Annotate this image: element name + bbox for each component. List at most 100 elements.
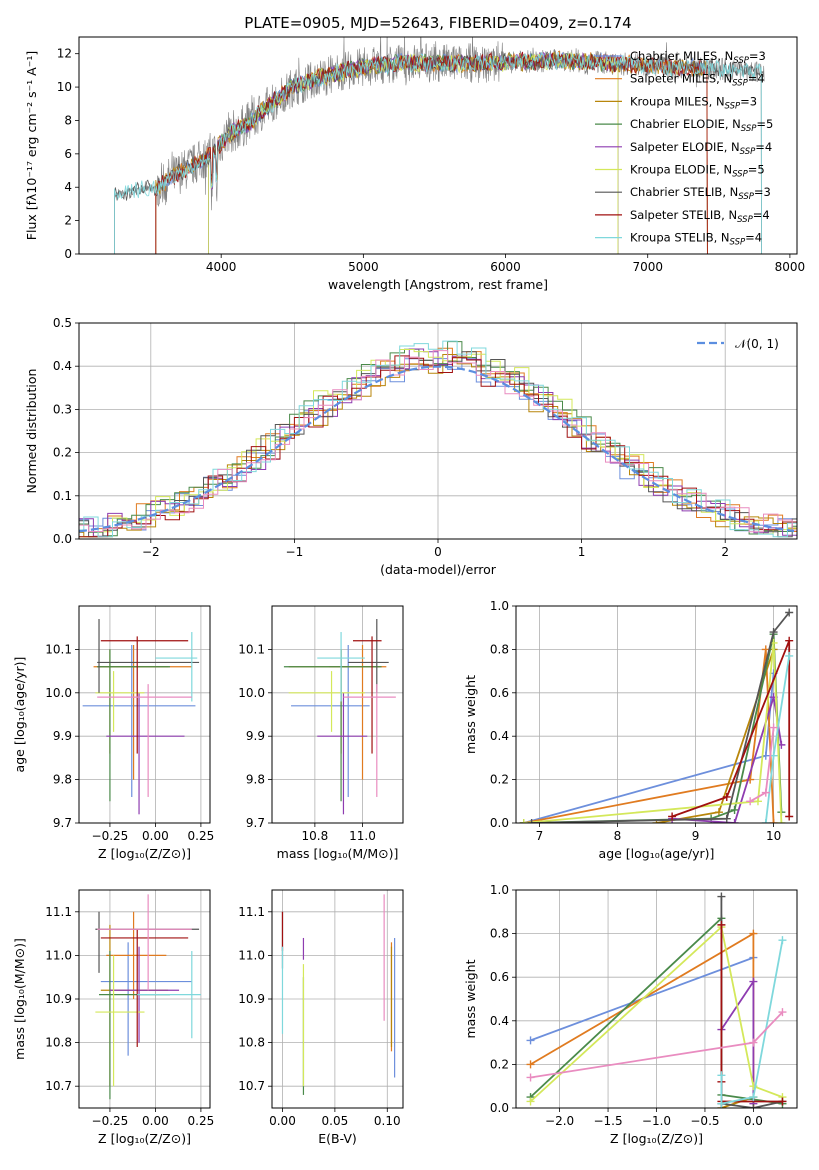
- legend-label-rest: =4: [755, 140, 772, 154]
- series-marker-salpeter_stelib: [785, 812, 794, 821]
- y-tick-label: 11.0: [45, 948, 72, 962]
- x-tick-label: 2: [721, 545, 729, 559]
- series-marker-salpeter_stelib: [717, 920, 726, 929]
- x-tick-label: −1: [286, 545, 304, 559]
- axes-frame: [515, 605, 798, 824]
- y-tick-label: 0.0: [490, 1101, 509, 1115]
- series-marker-salpeter_elodie: [749, 977, 758, 986]
- x-tick-label: 4000: [206, 260, 237, 274]
- legend-label-rest: =4: [745, 231, 762, 245]
- model-spectrum-chabrier_miles: [155, 51, 708, 254]
- subscript: SSP: [732, 79, 748, 89]
- y-tick-label: 6: [64, 147, 72, 161]
- series-marker-pink: [769, 723, 778, 732]
- series-marker-kroupa_stelib: [761, 819, 770, 823]
- y-tick-label: 11.1: [238, 905, 265, 919]
- legend-label: Chabrier ELODIE, NSSP=5: [630, 117, 773, 134]
- subscript: SSP: [740, 147, 756, 157]
- y-tick-label: 10.0: [45, 686, 72, 700]
- panel-age-vs-mass: 10.8 11.0 9.7 9.8 9.9 10.0 10.1 mass [log₁₀(M/M…: [238, 605, 404, 861]
- y-tick-label: 9.8: [53, 773, 72, 787]
- y-tick-label: 9.7: [53, 816, 72, 830]
- plot-area: [281, 894, 396, 1095]
- y-tick-label: 0.6: [490, 686, 509, 700]
- series-marker-chabrier_stelib: [785, 608, 794, 617]
- legend-label: Kroupa STELIB, NSSP=4: [630, 231, 762, 248]
- series-marker-chabrier_miles: [526, 1036, 535, 1045]
- subscript: SSP: [730, 238, 746, 248]
- series-marker-salpeter_elodie: [730, 819, 739, 823]
- x-tick-label: 0.00: [142, 1114, 169, 1128]
- histogram-kroupa_elodie: [79, 349, 797, 538]
- histogram-chabrier_elodie: [79, 341, 797, 537]
- legend-label: Salpeter ELODIE, NSSP=4: [630, 140, 772, 157]
- y-tick-label: 9.7: [246, 816, 265, 830]
- y-tick-label: 12: [57, 47, 72, 61]
- histogram-kroupa_stelib: [79, 340, 797, 538]
- x-tick-label: 8000: [775, 260, 806, 274]
- y-tick-label: 0.4: [490, 1014, 509, 1028]
- y-tick-label: 9.9: [53, 729, 72, 743]
- y-tick-label: 0.2: [490, 1057, 509, 1071]
- y-tick-label: 10: [57, 80, 72, 94]
- x-axis-label: wavelength [Angstrom, rest frame]: [328, 277, 548, 292]
- subscript: SSP: [725, 101, 741, 111]
- axes-frame: [271, 605, 404, 824]
- y-tick-label: 10.9: [45, 992, 72, 1006]
- y-tick-label: 8: [64, 113, 72, 127]
- subscript: SSP: [737, 215, 753, 225]
- x-tick-label: 6000: [490, 260, 521, 274]
- panel-spectrum: 4000 5000 6000 7000 8000 0 2 4 6 8 10 12 wavelength …: [24, 36, 806, 292]
- x-tick-label: 11.0: [349, 829, 376, 843]
- y-tick-label: 0.0: [53, 532, 72, 546]
- x-axis-label: Z [log₁₀(Z/Z⊙)]: [610, 1131, 703, 1146]
- panel-residuals: −2 −1 0 1 2 0.0 0.1 0.2 0.3 0.4 0.5 (data-model)/er…: [24, 316, 798, 577]
- panel-mass-vs-metallicity: −0.25 0.00 0.25 10.7 10.8 10.9 11.0 11.1 Z [log₁…: [12, 889, 214, 1146]
- x-tick-label: 0.00: [269, 1114, 296, 1128]
- series-marker-salpeter_miles: [526, 1060, 535, 1069]
- y-tick-label: 1.0: [490, 599, 509, 613]
- series-marker-kroupa_elodie: [526, 1097, 535, 1106]
- x-tick-label: 0.00: [142, 829, 169, 843]
- series-marker-kroupa_stelib: [717, 1099, 726, 1108]
- x-axis-label: (data-model)/error: [380, 562, 497, 577]
- series-marker-chabrier_stelib: [527, 819, 536, 823]
- legend-label: Salpeter MILES, NSSP=4: [630, 72, 765, 89]
- series-marker-pink: [746, 797, 755, 806]
- legend-label: Salpeter STELIB, NSSP=4: [630, 208, 770, 225]
- x-tick-label: −1.0: [642, 1114, 671, 1128]
- histogram-pink: [79, 350, 797, 533]
- x-axis-label: Z [log₁₀(Z/Z⊙)]: [98, 1131, 191, 1146]
- series-marker-salpeter_stelib: [785, 636, 794, 645]
- y-tick-label: 10.7: [45, 1079, 72, 1093]
- y-tick-label: 10.8: [238, 1036, 265, 1050]
- legend-label: Chabrier STELIB, NSSP=3: [630, 185, 771, 202]
- series-marker-kroupa_stelib: [717, 1071, 726, 1080]
- series-marker-kroupa_elodie: [753, 797, 762, 806]
- legend: Chabrier MILES, NSSP=3 Salpeter MILES, NS…: [595, 49, 773, 248]
- series-marker-kroupa_stelib: [749, 1093, 758, 1102]
- y-tick-label: 0.8: [490, 642, 509, 656]
- legend-label-rest: =4: [748, 72, 765, 86]
- y-tick-label: 11.0: [238, 948, 265, 962]
- axes-frame: [78, 605, 211, 824]
- y-tick-label: 10.9: [238, 992, 265, 1006]
- y-axis-label: age [log₁₀(age/yr)]: [12, 657, 27, 773]
- model-spectrum-chabrier_elodie: [208, 53, 619, 254]
- histogram-kroupa_miles: [79, 354, 797, 538]
- subscript: SSP: [741, 124, 757, 134]
- series-marker-kroupa_stelib: [785, 651, 794, 660]
- x-tick-label: −0.25: [92, 829, 129, 843]
- legend-label-rest: =3: [754, 185, 771, 199]
- series-marker-chabrier_stelib: [717, 892, 726, 901]
- legend-label: Chabrier MILES, NSSP=3: [630, 49, 766, 66]
- legend-label-rest: =3: [749, 49, 766, 63]
- x-tick-label: 0.25: [188, 829, 215, 843]
- y-tick-label: 0.5: [53, 316, 72, 330]
- series-marker-salpeter_miles: [769, 819, 778, 823]
- legend-label-rest: =4: [753, 208, 770, 222]
- x-axis-label: age [log₁₀(age/yr)]: [599, 846, 715, 861]
- x-tick-label: 5000: [348, 260, 379, 274]
- plot-area: [114, 37, 765, 254]
